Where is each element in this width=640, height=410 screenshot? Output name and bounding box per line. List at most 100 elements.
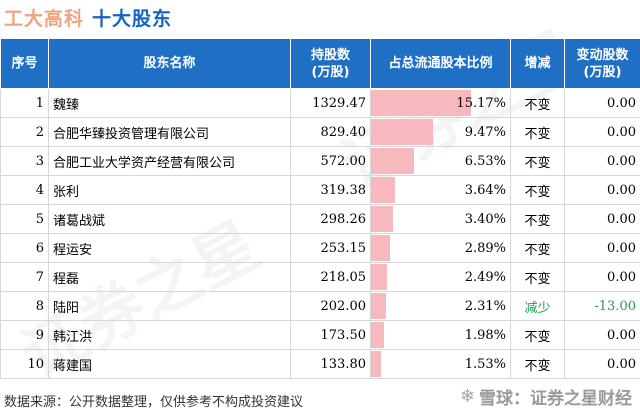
shares-cell: 202.00 (290, 291, 371, 321)
ratio-cell: 9.47% (370, 117, 511, 147)
table-row: 9 韩江洪 173.50 1.98% 不变 0.00 (0, 320, 640, 350)
ratio-value: 2.49% (464, 270, 506, 285)
delta-shares-cell: -13.00 (564, 291, 640, 321)
title-bar: 工大高科 十大股东 (0, 0, 640, 36)
ratio-bar (371, 177, 395, 203)
holder-name-cell: 韩江洪 (48, 320, 291, 350)
change-status-cell: 不变 (510, 233, 565, 263)
delta-shares-cell: 0.00 (564, 175, 640, 205)
change-status-cell: 不变 (510, 146, 565, 176)
snowball-logo-icon: ❄ (459, 386, 475, 407)
delta-shares-cell: 0.00 (564, 349, 640, 379)
ratio-value: 15.17% (456, 96, 506, 111)
change-status-cell: 不变 (510, 349, 565, 379)
ratio-cell: 1.53% (370, 349, 511, 379)
rank-cell: 9 (0, 320, 49, 350)
rank-cell: 6 (0, 233, 49, 263)
ratio-cell: 2.49% (370, 262, 511, 292)
table-row: 8 陆阳 202.00 2.31% 减少 -13.00 (0, 291, 640, 321)
rank-cell: 5 (0, 204, 49, 234)
table-row: 2 合肥华臻投资管理有限公司 829.40 9.47% 不变 0.00 (0, 117, 640, 147)
change-status-cell: 不变 (510, 88, 565, 118)
column-header-rank: 序号 (0, 38, 49, 89)
shares-cell: 572.00 (290, 146, 371, 176)
ratio-cell: 6.53% (370, 146, 511, 176)
delta-shares-cell: 0.00 (564, 320, 640, 350)
ratio-value: 3.40% (464, 212, 506, 227)
table-header-row: 序号 股东名称 持股数 (万股) 占总流通股本比例 增减 变动股数 (万股) (0, 38, 640, 89)
shares-cell: 173.50 (290, 320, 371, 350)
column-header-delta: 变动股数 (万股) (564, 38, 640, 89)
holder-name-cell: 蒋建国 (48, 349, 291, 379)
change-status-cell: 不变 (510, 117, 565, 147)
rank-cell: 7 (0, 262, 49, 292)
change-status-cell: 不变 (510, 320, 565, 350)
holder-name-cell: 程运安 (48, 233, 291, 263)
brand-watermark: ❄ 雪球：证券之星财经 (460, 384, 632, 409)
delta-shares-cell: 0.00 (564, 88, 640, 118)
column-header-shares: 持股数 (万股) (290, 38, 371, 89)
holder-name-cell: 合肥华臻投资管理有限公司 (48, 117, 291, 147)
holder-name-cell: 魏臻 (48, 88, 291, 118)
table-row: 5 诸葛战斌 298.26 3.40% 不变 0.00 (0, 204, 640, 234)
holder-name-cell: 张利 (48, 175, 291, 205)
ratio-value: 9.47% (464, 125, 506, 140)
ratio-bar (371, 293, 387, 319)
rank-cell: 1 (0, 88, 49, 118)
ratio-cell: 15.17% (370, 88, 511, 118)
shares-cell: 1329.47 (290, 88, 371, 118)
change-status-cell: 不变 (510, 175, 565, 205)
shares-cell: 319.38 (290, 175, 371, 205)
brand-text: 雪球：证券之星财经 (479, 389, 632, 409)
table-row: 6 程运安 253.15 2.89% 不变 0.00 (0, 233, 640, 263)
ratio-bar (371, 206, 394, 232)
table-row: 3 合肥工业大学资产经营有限公司 572.00 6.53% 不变 0.00 (0, 146, 640, 176)
ratio-cell: 3.40% (370, 204, 511, 234)
rank-cell: 3 (0, 146, 49, 176)
table-row: 4 张利 319.38 3.64% 不变 0.00 (0, 175, 640, 205)
change-status-cell: 减少 (510, 291, 565, 321)
ratio-value: 1.53% (464, 357, 506, 372)
ratio-bar (371, 119, 434, 145)
ratio-bar (371, 351, 382, 377)
shares-cell: 253.15 (290, 233, 371, 263)
shareholders-table: 序号 股东名称 持股数 (万股) 占总流通股本比例 增减 变动股数 (万股) 1… (0, 38, 640, 379)
column-header-name: 股东名称 (48, 38, 291, 89)
rank-cell: 8 (0, 291, 49, 321)
rank-cell: 10 (0, 349, 49, 379)
delta-shares-cell: 0.00 (564, 204, 640, 234)
ratio-cell: 2.31% (370, 291, 511, 321)
ratio-value: 1.98% (464, 328, 506, 343)
delta-shares-cell: 0.00 (564, 233, 640, 263)
holder-name-cell: 陆阳 (48, 291, 291, 321)
rank-cell: 4 (0, 175, 49, 205)
holder-name-cell: 合肥工业大学资产经营有限公司 (48, 146, 291, 176)
ratio-value: 2.31% (464, 299, 506, 314)
table-row: 1 魏臻 1329.47 15.17% 不变 0.00 (0, 88, 640, 118)
rank-cell: 2 (0, 117, 49, 147)
company-title: 工大高科 (4, 8, 85, 30)
shares-cell: 218.05 (290, 262, 371, 292)
holder-name-cell: 程磊 (48, 262, 291, 292)
ratio-cell: 3.64% (370, 175, 511, 205)
ratio-bar (371, 148, 415, 174)
table-row: 10 蒋建国 133.80 1.53% 不变 0.00 (0, 349, 640, 379)
holder-name-cell: 诸葛战斌 (48, 204, 291, 234)
table-row: 7 程磊 218.05 2.49% 不变 0.00 (0, 262, 640, 292)
change-status-cell: 不变 (510, 204, 565, 234)
ratio-cell: 2.89% (370, 233, 511, 263)
ratio-bar (371, 322, 385, 348)
ratio-bar (371, 235, 391, 261)
shares-cell: 133.80 (290, 349, 371, 379)
delta-shares-cell: 0.00 (564, 146, 640, 176)
data-source-note: 数据来源：公开数据整理，仅供参考不构成投资建议 (4, 395, 304, 410)
ratio-cell: 1.98% (370, 320, 511, 350)
ratio-bar (371, 90, 471, 116)
change-status-cell: 不变 (510, 262, 565, 292)
shares-cell: 298.26 (290, 204, 371, 234)
ratio-value: 3.64% (464, 183, 506, 198)
shares-cell: 829.40 (290, 117, 371, 147)
ratio-bar (371, 264, 388, 290)
column-header-ratio: 占总流通股本比例 (370, 38, 511, 89)
section-title: 十大股东 (92, 8, 173, 30)
